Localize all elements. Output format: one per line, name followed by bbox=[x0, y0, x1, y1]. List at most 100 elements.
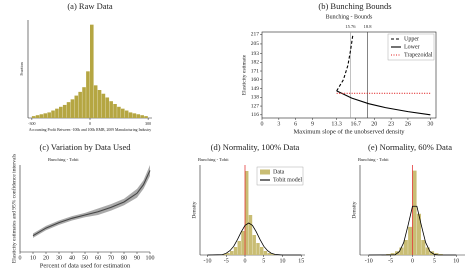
x-tick-label: 15 bbox=[298, 258, 304, 264]
y-tick-label: 127 bbox=[251, 103, 260, 109]
bar bbox=[101, 93, 106, 118]
x-tick-label: 6 bbox=[294, 121, 297, 127]
model-curve bbox=[368, 205, 457, 256]
bar bbox=[140, 115, 144, 118]
y-axis-label: Fraction bbox=[19, 62, 24, 75]
panel-title: (e) Normality, 60% Data bbox=[368, 142, 452, 152]
panel-title: (c) Variation by Data Used bbox=[40, 142, 132, 152]
bar bbox=[403, 240, 408, 255]
bar bbox=[39, 114, 44, 118]
bar bbox=[399, 247, 404, 255]
legend-swatch bbox=[260, 169, 270, 175]
x-tick-label: 300 bbox=[145, 121, 151, 126]
panel-subtitle: Bunching - Tobit bbox=[48, 157, 79, 162]
bar bbox=[97, 90, 102, 118]
legend-label: Trapezoidal bbox=[404, 52, 433, 58]
bar bbox=[31, 116, 36, 118]
bar bbox=[237, 241, 241, 255]
bar bbox=[62, 104, 67, 118]
x-tick-label: -10 bbox=[365, 258, 373, 264]
bar bbox=[136, 114, 141, 118]
bar bbox=[230, 251, 234, 255]
bar bbox=[256, 243, 260, 255]
x-tick-label: -5 bbox=[224, 258, 229, 264]
x-axis-label: Maximum slope of the unobserved density bbox=[293, 128, 405, 135]
x-tick-label: 100 bbox=[146, 255, 155, 261]
bar bbox=[252, 235, 256, 255]
panel-title: (d) Normality, 100% Data bbox=[211, 142, 300, 152]
x-axis-label: Percent of data used for estimation bbox=[40, 262, 131, 269]
panel-subtitle: Bunching - Bounds bbox=[326, 14, 373, 20]
x-tick-label: 10 bbox=[30, 255, 36, 261]
bar bbox=[70, 99, 75, 118]
bar bbox=[434, 253, 439, 255]
bar bbox=[109, 101, 113, 118]
y-tick-label: 217 bbox=[251, 32, 260, 38]
y-tick-label: 205 bbox=[251, 41, 260, 47]
bar bbox=[260, 247, 264, 255]
bar bbox=[248, 215, 253, 255]
x-tick-label: 10 bbox=[280, 258, 286, 264]
bar bbox=[51, 110, 55, 118]
legend-label: Upper bbox=[404, 36, 419, 42]
bar bbox=[245, 171, 249, 255]
x-tick-label: 26 bbox=[405, 121, 411, 127]
panel-title: (a) Raw Data bbox=[67, 1, 113, 11]
x-tick-label: 30 bbox=[427, 121, 433, 127]
legend-label: Lower bbox=[404, 44, 420, 50]
x-tick-label: 0 bbox=[89, 121, 91, 126]
x-tick-label: 9 bbox=[311, 121, 314, 127]
legend-label: Data bbox=[273, 169, 285, 175]
bar bbox=[425, 247, 430, 255]
x-tick-label: 30 bbox=[56, 255, 62, 261]
x-tick-label: 13.3 bbox=[331, 121, 342, 127]
model-curve bbox=[207, 222, 302, 256]
x-tick-label: 20 bbox=[43, 255, 49, 261]
x-tick-label: 10 bbox=[453, 258, 459, 264]
x-tick-label: 5 bbox=[262, 258, 265, 264]
panel-subtitle: Bunching - Tobit bbox=[358, 157, 389, 162]
bar bbox=[144, 116, 148, 118]
bar bbox=[226, 253, 230, 255]
x-tick-label: 90 bbox=[134, 255, 140, 261]
bar bbox=[408, 226, 413, 255]
x-tick-label: -10 bbox=[204, 258, 212, 264]
confidence-band bbox=[33, 165, 150, 238]
x-tick-label: 16.7 bbox=[350, 121, 361, 127]
y-axis-label: Density bbox=[191, 201, 197, 218]
x-tick-label: 70 bbox=[108, 255, 114, 261]
x-tick-label: 60 bbox=[95, 255, 101, 261]
bar bbox=[128, 112, 133, 118]
x-tick-label: 0 bbox=[411, 258, 414, 264]
y-tick-label: 116 bbox=[251, 112, 259, 118]
y-tick-label: 193 bbox=[251, 51, 260, 57]
y-tick-label: 171 bbox=[251, 68, 260, 74]
bar bbox=[121, 108, 125, 118]
bar bbox=[93, 85, 98, 118]
x-tick-label: 0 bbox=[261, 121, 264, 127]
bar bbox=[132, 113, 137, 118]
bar bbox=[390, 253, 395, 255]
x-tick-label: 0 bbox=[19, 255, 22, 261]
y-axis-label: Density bbox=[351, 201, 357, 218]
bar bbox=[78, 91, 82, 118]
panel-title: (b) Bunching Bounds bbox=[318, 1, 391, 11]
bar bbox=[74, 95, 79, 118]
x-tick-label: 20 bbox=[371, 121, 377, 127]
legend-label: Tobit model bbox=[273, 177, 302, 183]
bar bbox=[55, 108, 59, 118]
x-tick-label: -5 bbox=[388, 258, 393, 264]
x-tick-label: 5 bbox=[433, 258, 436, 264]
y-axis-label: Elasticity estimate bbox=[241, 54, 247, 95]
y-tick-label: 138 bbox=[251, 95, 260, 101]
bar bbox=[271, 254, 275, 255]
x-tick-label: 80 bbox=[121, 255, 127, 261]
bar bbox=[113, 104, 117, 118]
bar bbox=[412, 170, 417, 255]
bar bbox=[47, 112, 51, 118]
x-tick-label: 40 bbox=[69, 255, 75, 261]
plot-frame bbox=[261, 31, 437, 119]
y-tick-label: 149 bbox=[251, 86, 260, 92]
bar bbox=[117, 106, 121, 118]
